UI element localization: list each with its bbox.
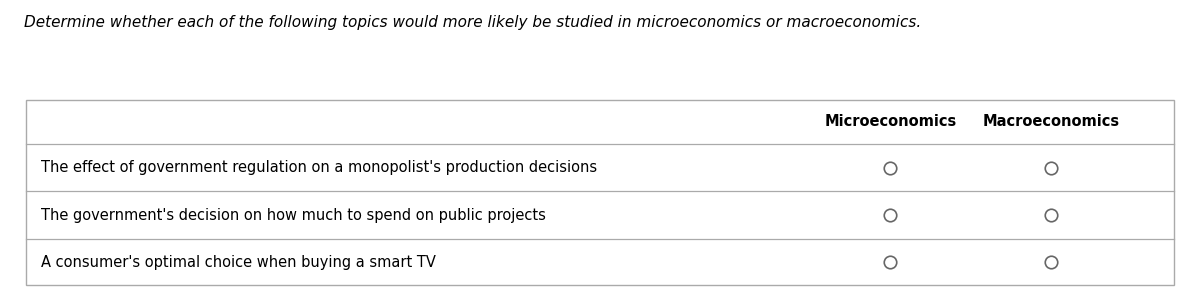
Text: Macroeconomics: Macroeconomics <box>983 114 1120 129</box>
Text: Microeconomics: Microeconomics <box>824 114 956 129</box>
Text: A consumer's optimal choice when buying a smart TV: A consumer's optimal choice when buying … <box>41 255 436 270</box>
Text: The effect of government regulation on a monopolist's production decisions: The effect of government regulation on a… <box>41 160 596 175</box>
Text: The government's decision on how much to spend on public projects: The government's decision on how much to… <box>41 208 546 223</box>
Text: Determine whether each of the following topics would more likely be studied in m: Determine whether each of the following … <box>24 14 922 30</box>
Bar <box>26 100 1174 285</box>
